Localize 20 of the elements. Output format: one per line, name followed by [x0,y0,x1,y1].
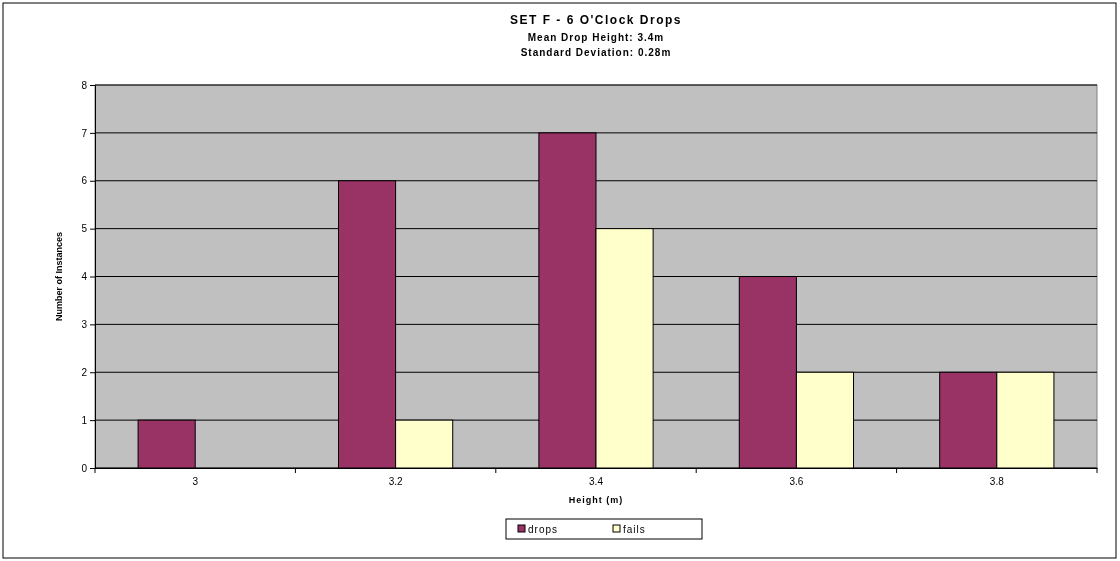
chart-title: SET F - 6 O'Clock Drops [509,13,683,27]
legend-label: drops [528,524,559,535]
y-axis-title: Number of Instances [54,231,64,322]
y-tick-label: 2 [81,366,88,378]
x-tick-label: 3 [192,476,199,488]
y-tick-label: 7 [81,127,88,139]
y-tick-label: 5 [81,223,88,235]
y-tick-label: 1 [81,414,88,426]
chart-subtitle: Mean Drop Height: 3.4m Standard Deviation: 0.28m [520,32,672,58]
x-axis-title: Height (m) [568,495,624,505]
y-tick-label: 6 [81,175,88,187]
x-tick-label: 3.2 [388,476,403,488]
y-tick-label: 4 [81,271,88,283]
y-tick-label: 0 [81,462,88,474]
y-tick-label: 3 [81,319,88,331]
x-tick-label: 3.6 [789,476,804,488]
x-tick-label: 3.4 [589,476,604,488]
y-tick-label: 8 [81,79,88,91]
legend-label: fails [623,524,646,535]
x-tick-label: 3.8 [989,476,1005,488]
